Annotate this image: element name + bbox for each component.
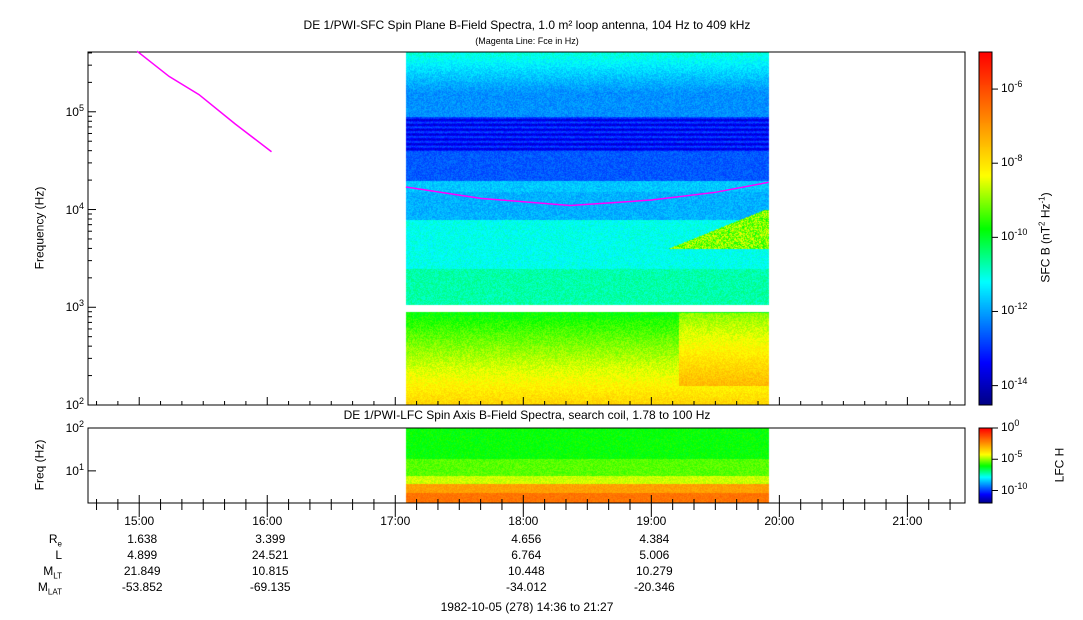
x-tick-label: 18:00 — [508, 514, 539, 528]
lfc-colorbar-tick-label: 10-10 — [1001, 480, 1028, 497]
sfc-y-tick-label: 105 — [65, 102, 84, 119]
lfc-ylabel: Freq (Hz) — [32, 439, 47, 491]
ephemeris-value: 4.656 — [511, 532, 542, 546]
sfc-y-tick-label: 103 — [65, 298, 84, 315]
lfc-colorbar-tick-label: 10-5 — [1001, 449, 1023, 466]
ephemeris-value: 1.638 — [127, 532, 158, 546]
lfc-plot-frame — [87, 427, 966, 504]
sfc-subtitle: (Magenta Line: Fce in Hz) — [475, 36, 579, 46]
ephemeris-value: 4.384 — [639, 532, 670, 546]
ephemeris-value: -69.135 — [249, 580, 291, 594]
x-tick-label: 16:00 — [252, 514, 283, 528]
ephemeris-value: 10.815 — [251, 564, 289, 578]
ephemeris-value: 24.521 — [251, 548, 289, 562]
sfc-colorbar-label: SFC B (nT2 Hz-1) — [1037, 192, 1053, 283]
ephemeris-value: 3.399 — [255, 532, 286, 546]
x-tick-label: 17:00 — [380, 514, 411, 528]
sfc-y-tick-label: 104 — [65, 200, 84, 217]
sfc-colorbar-tick-label: 10-8 — [1001, 153, 1023, 170]
ephemeris-value: 6.764 — [511, 548, 542, 562]
ephemeris-row-label: L — [55, 548, 62, 562]
ephemeris-row-label: Re — [48, 532, 62, 549]
lfc-y-tick-label: 102 — [65, 419, 84, 435]
time-range-footer: 1982-10-05 (278) 14:36 to 21:27 — [440, 600, 614, 614]
fce-line — [136, 50, 272, 153]
ephemeris-value: 10.279 — [635, 564, 673, 578]
lfc-y-tick-label: 101 — [65, 461, 84, 478]
sfc-y-tick-label: 102 — [65, 396, 84, 412]
sfc-plot-frame — [87, 51, 966, 406]
sfc-colorbar-tick-label: 10-12 — [1001, 301, 1028, 318]
sfc-colorbar-tick-label: 10-10 — [1001, 227, 1028, 244]
sfc-colorbar-frame — [978, 51, 993, 406]
ephemeris-value: 21.849 — [123, 564, 161, 578]
ephemeris-value: -53.852 — [121, 580, 163, 594]
sfc-colorbar-tick-label: 10-14 — [1001, 375, 1028, 392]
sfc-colorbar-tick-label: 10-6 — [1001, 79, 1023, 96]
ephemeris-value: -20.346 — [633, 580, 675, 594]
lfc-title: DE 1/PWI-LFC Spin Axis B-Field Spectra, … — [343, 408, 711, 422]
sfc-ylabel: Frequency (Hz) — [32, 186, 47, 270]
ephemeris-row-label: MLAT — [37, 580, 62, 597]
ephemeris-row-label: MLT — [43, 564, 62, 581]
ephemeris-value: 4.899 — [127, 548, 158, 562]
fce-line — [405, 181, 769, 207]
x-tick-label: 21:00 — [892, 514, 923, 528]
x-tick-label: 15:00 — [124, 514, 155, 528]
sfc-title: DE 1/PWI-SFC Spin Plane B-Field Spectra,… — [303, 18, 751, 32]
ephemeris-value: 10.448 — [507, 564, 545, 578]
ephemeris-value: 5.006 — [639, 548, 670, 562]
lfc-colorbar-tick-label: 100 — [1001, 418, 1020, 434]
x-tick-label: 20:00 — [764, 514, 795, 528]
lfc-colorbar-label: LFC H — [1052, 447, 1067, 483]
lfc-colorbar-frame — [978, 427, 993, 504]
x-tick-label: 19:00 — [636, 514, 667, 528]
ephemeris-value: -34.012 — [505, 580, 547, 594]
